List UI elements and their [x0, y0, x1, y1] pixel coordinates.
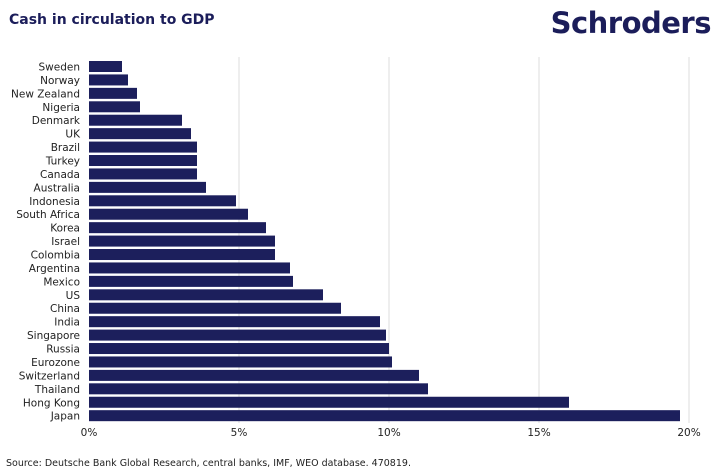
x-tick-label: 0%	[81, 427, 98, 439]
category-label: Thailand	[34, 384, 80, 396]
category-label: Australia	[34, 182, 80, 194]
category-label: New Zealand	[11, 88, 80, 100]
bar	[89, 262, 290, 274]
category-label: Norway	[40, 75, 80, 87]
bar	[89, 181, 206, 193]
category-label: Russia	[46, 344, 80, 356]
gridlines	[238, 57, 690, 423]
category-label: UK	[65, 129, 81, 141]
x-tick-label: 15%	[527, 427, 550, 439]
category-label: Indonesia	[29, 196, 80, 208]
bar	[89, 114, 182, 126]
bar	[89, 383, 428, 395]
bar	[89, 74, 128, 86]
category-label: India	[54, 317, 80, 329]
category-label: Singapore	[27, 330, 80, 342]
bar	[89, 316, 380, 328]
bar	[89, 222, 266, 234]
category-label: Denmark	[32, 115, 81, 127]
bar	[89, 289, 323, 301]
category-label: Nigeria	[42, 102, 80, 114]
bar	[89, 128, 191, 140]
category-label: Canada	[40, 169, 80, 181]
category-label: Sweden	[39, 62, 81, 74]
category-label: Hong Kong	[23, 397, 80, 409]
bar	[89, 195, 236, 207]
x-tick-label: 20%	[677, 427, 700, 439]
bars	[89, 61, 680, 422]
bar	[89, 343, 389, 355]
x-tick-label: 10%	[377, 427, 400, 439]
category-label: Israel	[51, 236, 80, 248]
bar	[89, 155, 197, 167]
bar	[89, 87, 137, 99]
bar	[89, 302, 341, 314]
bar	[89, 249, 275, 261]
bar	[89, 329, 386, 341]
category-label: US	[66, 290, 81, 302]
category-label: Switzerland	[19, 370, 80, 382]
bar	[89, 168, 197, 180]
category-label: Mexico	[43, 276, 80, 288]
x-tick-label: 5%	[231, 427, 248, 439]
category-label: Eurozone	[31, 357, 80, 369]
category-label: South Africa	[16, 209, 80, 221]
bar	[89, 208, 248, 220]
x-axis-ticks: 0% 5% 10% 15% 20%	[81, 427, 701, 439]
category-label: China	[50, 303, 80, 315]
bar	[89, 396, 569, 408]
bar	[89, 275, 293, 287]
bar	[89, 235, 275, 247]
category-label: Brazil	[51, 142, 80, 154]
bar	[89, 61, 122, 72]
category-label: Argentina	[29, 263, 80, 275]
chart-title: Cash in circulation to GDP	[9, 12, 215, 28]
category-label: Colombia	[31, 250, 80, 262]
category-label: Korea	[50, 223, 80, 235]
bar	[89, 356, 392, 368]
bar	[89, 101, 140, 113]
bar	[89, 141, 197, 153]
bar	[89, 410, 680, 422]
category-label: Japan	[50, 411, 80, 423]
bar	[89, 369, 419, 381]
schroders-logo: Schroders	[550, 6, 712, 40]
source-note: Source: Deutsche Bank Global Research, c…	[6, 458, 411, 469]
category-label: Turkey	[45, 156, 80, 168]
